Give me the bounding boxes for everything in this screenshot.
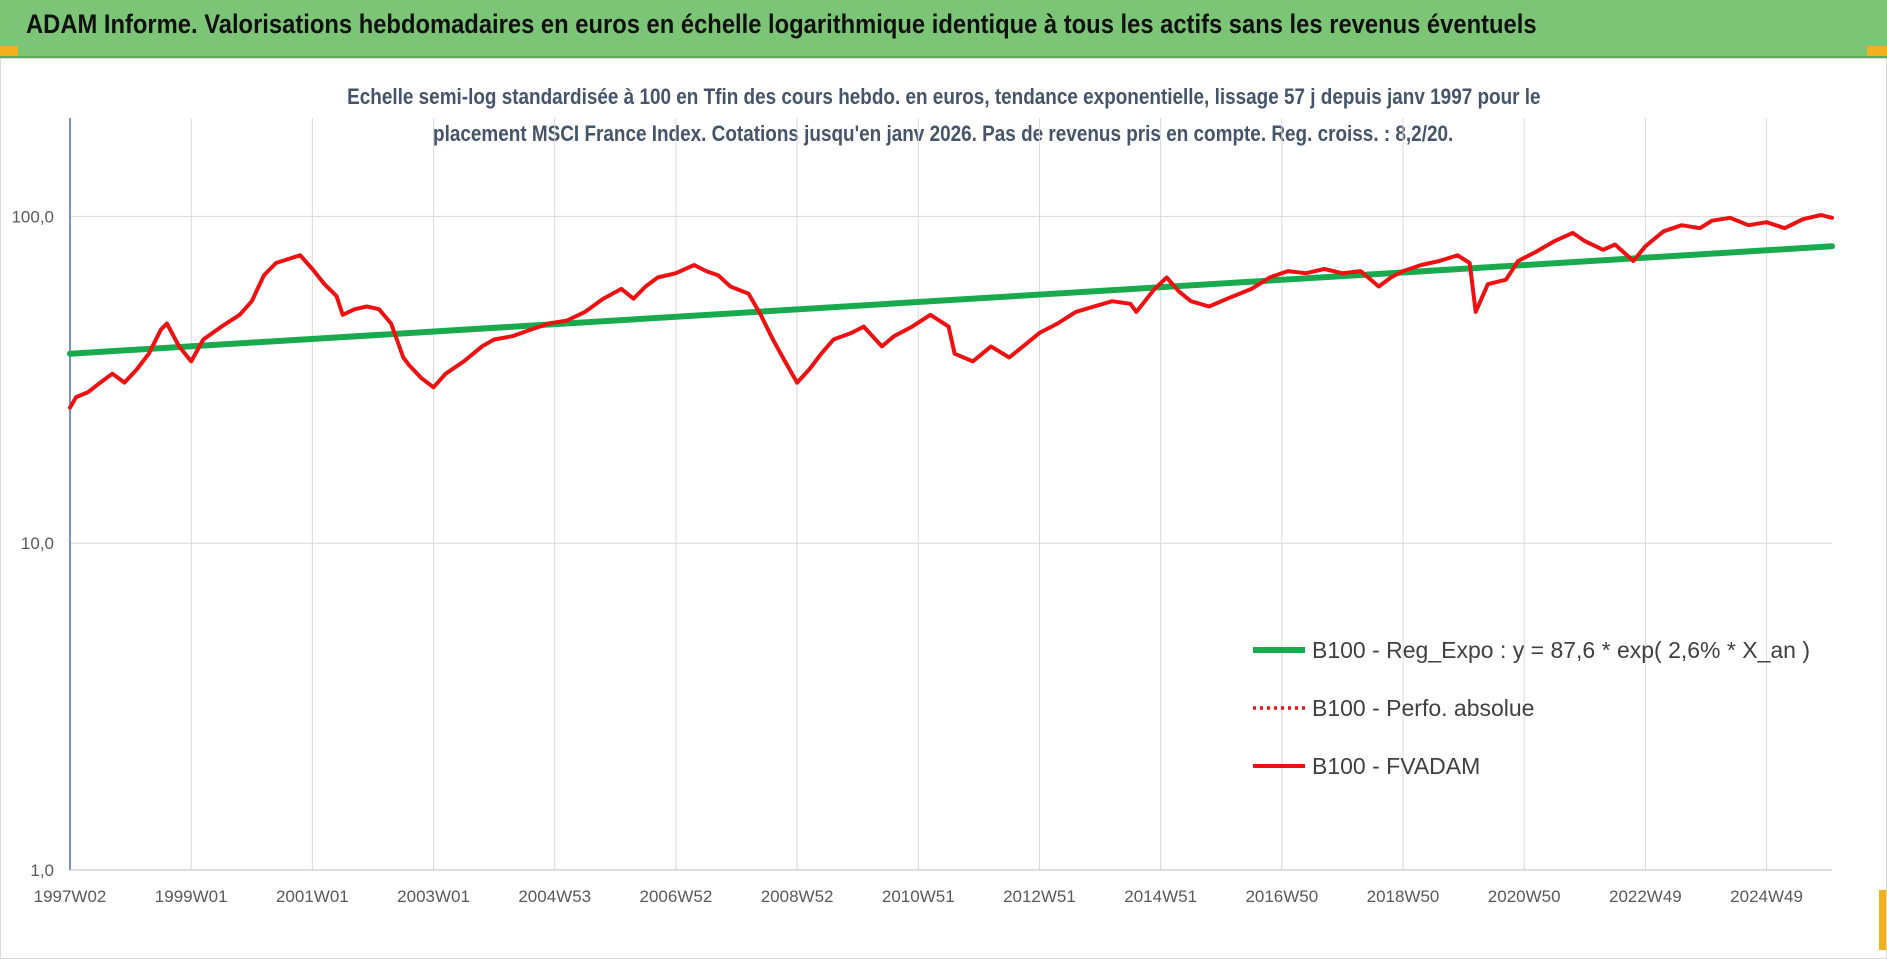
x-tick-label: 2008W52 (761, 887, 834, 906)
title-banner: ADAM Informe. Valorisations hebdomadaire… (0, 0, 1887, 58)
x-tick-label: 1997W02 (34, 887, 107, 906)
chart-title-line-1: Echelle semi-log standardisée à 100 en T… (346, 84, 1541, 109)
x-tick-label: 2012W51 (1003, 887, 1076, 906)
legend-label-0: B100 - Reg_Expo : y = 87,6 * exp( 2,6% *… (1312, 637, 1810, 663)
x-tick-label: 2016W50 (1245, 887, 1318, 906)
x-tick-label: 2004W53 (518, 887, 591, 906)
y-tick-label: 10,0 (21, 534, 54, 553)
legend: B100 - Reg_Expo : y = 87,6 * exp( 2,6% *… (1253, 637, 1810, 779)
x-tick-label: 2006W52 (640, 887, 713, 906)
x-tick-label: 2018W50 (1367, 887, 1440, 906)
series-lines (67, 213, 1835, 410)
grid (69, 118, 1832, 871)
corner-accent-top-left (0, 46, 18, 56)
axes: 1,0 10,0 100,0 1997W02 1999W01 2001W01 2003W01… (11, 118, 1832, 906)
series-line-2 (68, 213, 1834, 410)
chart-title-line-2: placement MSCI France Index. Cotations j… (433, 121, 1454, 146)
legend-label-2: B100 - FVADAM (1312, 753, 1480, 779)
x-tick-label: 2003W01 (397, 887, 470, 906)
legend-label-1: B100 - Perfo. absolue (1312, 695, 1534, 721)
page-title: ADAM Informe. Valorisations hebdomadaire… (26, 9, 1537, 39)
x-tick-label: 1999W01 (155, 887, 228, 906)
y-tick-label: 100,0 (11, 207, 54, 226)
series-line-0 (67, 243, 1835, 357)
x-tick-label: 2014W51 (1124, 887, 1197, 906)
x-tick-label: 2010W51 (882, 887, 955, 906)
x-tick-label: 2001W01 (276, 887, 349, 906)
x-tick-label: 2024W49 (1730, 887, 1803, 906)
corner-accent-top-right (1867, 46, 1887, 56)
y-tick-label: 1,0 (30, 861, 54, 880)
x-tick-label: 2022W49 (1609, 887, 1682, 906)
corner-accent-bottom-right (1879, 890, 1887, 950)
x-tick-label: 2020W50 (1488, 887, 1561, 906)
